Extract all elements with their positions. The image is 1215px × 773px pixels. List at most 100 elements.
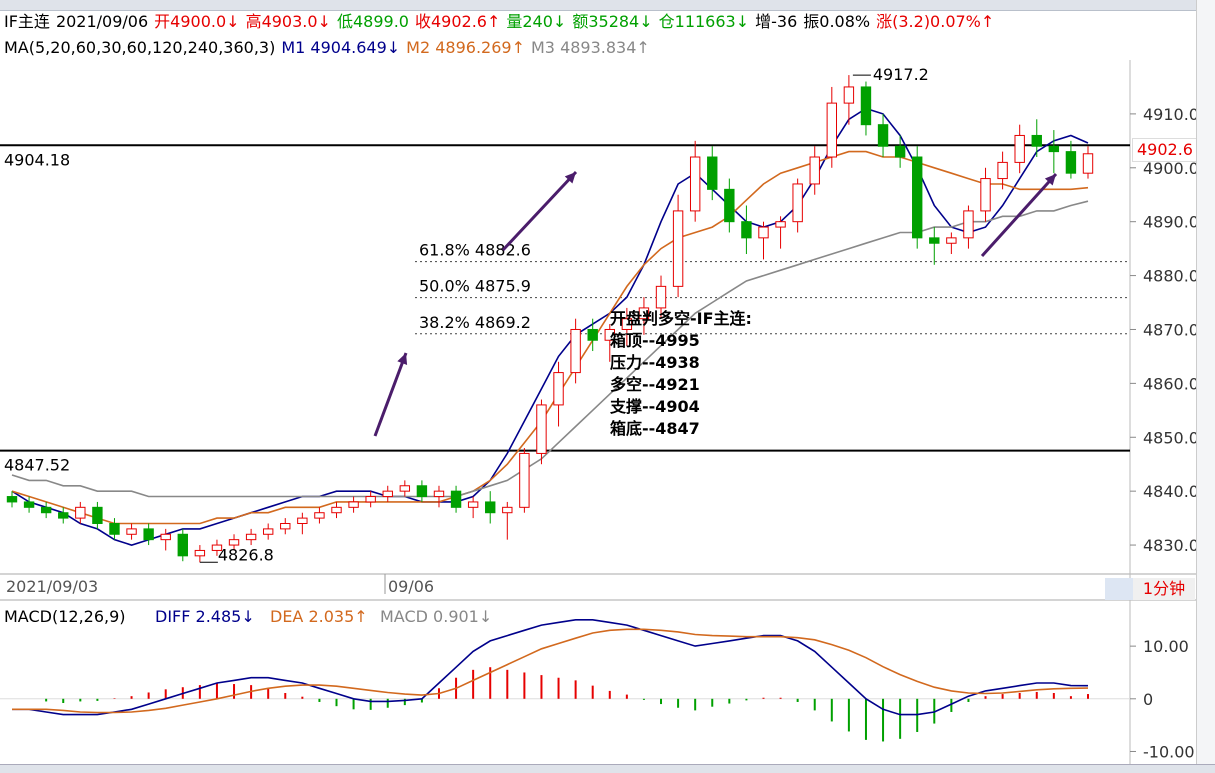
candle-body bbox=[946, 237, 957, 244]
high-label: 4917.2 bbox=[873, 65, 929, 84]
increase-value: 增-36 bbox=[755, 12, 798, 31]
right-scrollbar[interactable] bbox=[1196, 0, 1215, 772]
candle-body bbox=[450, 490, 462, 508]
candle-body bbox=[382, 490, 393, 498]
period-scroll-pad[interactable] bbox=[1105, 578, 1133, 600]
candle-body bbox=[843, 86, 855, 104]
trend-arrow bbox=[980, 172, 1058, 258]
low-value: 低4899.0 bbox=[336, 12, 409, 31]
candle-body bbox=[485, 501, 496, 514]
price-tick-label: 4890.0 bbox=[1143, 213, 1199, 232]
candle-body bbox=[587, 328, 598, 341]
candle-body bbox=[177, 533, 188, 557]
close-value: 收4902.6↑ bbox=[414, 12, 501, 31]
candle-body bbox=[929, 237, 940, 244]
candle-body bbox=[211, 544, 223, 551]
level-label-lower: 4847.52 bbox=[4, 456, 70, 475]
candle-body bbox=[467, 501, 479, 508]
position-value: 仓111663↓ bbox=[658, 12, 750, 31]
candle-body bbox=[92, 506, 103, 524]
candle-body bbox=[860, 86, 872, 126]
m2-value: M2 4896.269↑ bbox=[406, 38, 525, 57]
ma-header: MA(5,20,60,30,60,120,240,360,3) M1 4904.6… bbox=[4, 38, 656, 58]
date-label: 2021/09/06 bbox=[55, 12, 149, 31]
candle-body bbox=[741, 221, 752, 239]
candle-body bbox=[1048, 145, 1060, 153]
candle-body bbox=[570, 328, 581, 374]
candle-body bbox=[40, 506, 52, 514]
trend-arrow bbox=[373, 352, 408, 437]
price-tick-label: 4860.0 bbox=[1143, 374, 1199, 393]
open-value: 开4900.0↓ bbox=[154, 12, 240, 31]
date-label-left: 2021/09/03 bbox=[6, 577, 98, 596]
macd-header-item: DEA 2.035↑ bbox=[270, 607, 368, 626]
candle-body bbox=[536, 404, 547, 454]
candle-body bbox=[1082, 153, 1094, 174]
candle-body bbox=[58, 512, 69, 519]
macd-tick-label: 0 bbox=[1143, 690, 1153, 709]
macd-tick-label: -10.00 bbox=[1143, 742, 1195, 761]
candle-body bbox=[724, 188, 735, 223]
candle-body bbox=[519, 452, 530, 508]
trend-arrow-head bbox=[564, 172, 576, 184]
candle-body bbox=[6, 496, 18, 503]
candle-body bbox=[912, 156, 923, 239]
price-tick-label: 4910.0 bbox=[1143, 105, 1199, 124]
candle-body bbox=[792, 183, 803, 223]
trend-arrow-head bbox=[397, 353, 408, 365]
note-title: 开盘判多空-IF主连: bbox=[610, 309, 752, 328]
quote-header: IF主连 2021/09/06 开4900.0↓ 高4903.0↓ 低4899.0 收49… bbox=[4, 12, 1000, 32]
m1-value: M1 4904.649↓ bbox=[281, 38, 401, 57]
price-tick-label: 4840.0 bbox=[1143, 482, 1199, 501]
candle-body bbox=[1031, 134, 1042, 147]
candle-body bbox=[126, 528, 137, 535]
strategy-note: 开盘判多空-IF主连: 箱顶--4995 压力--4938 多空--4921 支… bbox=[610, 308, 752, 440]
candle-body bbox=[160, 533, 171, 541]
fib-label: 50.0% 4875.9 bbox=[419, 277, 531, 296]
period-selector[interactable]: 1分钟 bbox=[1133, 578, 1195, 600]
candle-body bbox=[75, 506, 86, 519]
toolbar-strip[interactable] bbox=[0, 0, 1215, 11]
macd-header-item: MACD(12,26,9) bbox=[4, 607, 126, 626]
candle-body bbox=[1065, 151, 1077, 174]
candle-body bbox=[553, 372, 564, 406]
amount-value: 额35284↓ bbox=[572, 12, 653, 31]
amplitude-value: 振0.08% bbox=[803, 12, 871, 31]
candle-body bbox=[980, 178, 991, 212]
note-line: 支撑--4904 bbox=[610, 397, 700, 416]
ma-line-m1 bbox=[11, 107, 1089, 546]
candle-body bbox=[655, 285, 667, 309]
candle-body bbox=[297, 517, 308, 524]
candle-body bbox=[826, 102, 838, 158]
candle-body bbox=[109, 522, 120, 535]
candle-body bbox=[758, 226, 769, 239]
date-label-right: 09/06 bbox=[388, 577, 434, 596]
price-tick-label: 4830.0 bbox=[1143, 536, 1199, 555]
candle-body bbox=[23, 501, 35, 508]
change-value: 涨(3.2)0.07%↑ bbox=[876, 12, 995, 31]
note-line: 箱顶--4995 bbox=[610, 331, 700, 350]
candle-body bbox=[433, 490, 445, 498]
candle-body bbox=[502, 506, 513, 514]
candle-body bbox=[194, 549, 206, 557]
trend-arrow-head bbox=[1044, 174, 1056, 186]
candle-body bbox=[280, 522, 291, 530]
bottom-tab-bar[interactable] bbox=[0, 764, 1215, 773]
macd-tick-label: 10.00 bbox=[1143, 637, 1189, 656]
level-label-upper: 4904.18 bbox=[4, 150, 70, 169]
fib-label: 38.2% 4869.2 bbox=[419, 313, 531, 332]
candle-body bbox=[228, 539, 240, 546]
macd-line-dea bbox=[12, 628, 1089, 714]
candle-body bbox=[348, 501, 359, 508]
candle-body bbox=[672, 210, 684, 287]
candle-body bbox=[416, 485, 428, 498]
candle-body bbox=[638, 307, 650, 320]
candle-body bbox=[604, 328, 615, 341]
price-tick-label: 4850.0 bbox=[1143, 428, 1199, 447]
candle-body bbox=[689, 156, 701, 212]
candle-body bbox=[399, 485, 411, 492]
high-value: 高4903.0↓ bbox=[245, 12, 331, 31]
price-tick-label: 4880.0 bbox=[1143, 267, 1199, 286]
note-line: 多空--4921 bbox=[610, 375, 700, 394]
